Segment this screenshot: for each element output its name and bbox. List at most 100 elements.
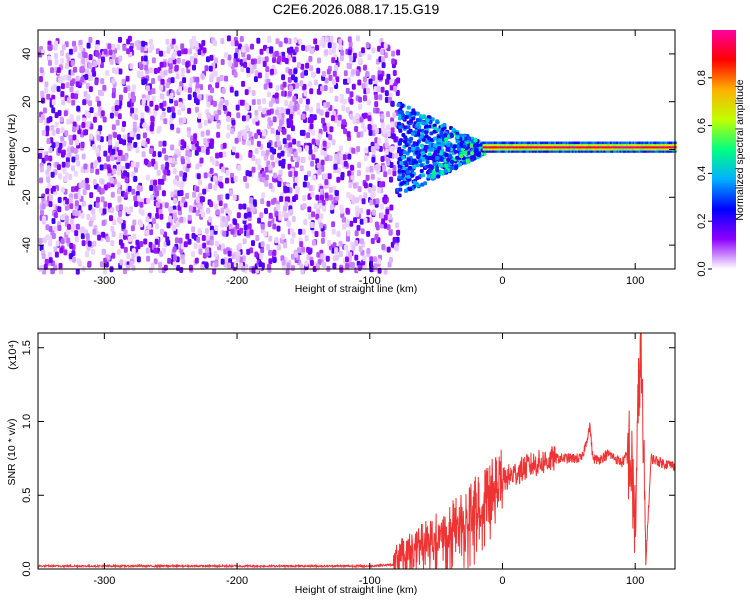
spectrogram-cell bbox=[299, 165, 304, 172]
spectrogram-cell bbox=[370, 238, 375, 244]
spectrogram-cell bbox=[111, 231, 116, 237]
spectrogram-cell bbox=[264, 180, 269, 187]
spectrogram-cell bbox=[667, 141, 671, 145]
spectrogram-cell bbox=[173, 178, 177, 185]
spectrogram-cell bbox=[103, 257, 108, 264]
spectrogram-cell bbox=[215, 240, 219, 247]
spectrogram-cell bbox=[235, 255, 240, 262]
spectrogram-cell bbox=[415, 122, 420, 127]
spectrogram-cell bbox=[107, 43, 112, 50]
spectrogram-cell bbox=[482, 148, 486, 151]
spectrogram-cell bbox=[380, 86, 385, 93]
spectrogram-cell bbox=[586, 141, 590, 145]
spectrogram-cell bbox=[651, 143, 655, 147]
spectrogram-cell bbox=[423, 181, 428, 186]
spectrogram-cell bbox=[249, 202, 254, 209]
spectrogram-cell bbox=[358, 103, 363, 110]
spectrogram-cell bbox=[463, 150, 468, 155]
spectrogram-cell bbox=[311, 138, 316, 145]
spectrogram-cell bbox=[74, 200, 79, 207]
spectrogram-cell bbox=[503, 150, 507, 153]
spectrogram-cell bbox=[632, 145, 636, 149]
spectrogram-cell bbox=[582, 141, 586, 145]
spectrogram-cell bbox=[351, 147, 356, 154]
spectrogram-cell bbox=[519, 143, 523, 147]
spectrogram-cell bbox=[278, 169, 283, 176]
spectrogram-cell bbox=[265, 66, 270, 73]
spectrogram-cell bbox=[587, 150, 591, 153]
spectrogram-cell bbox=[41, 97, 45, 104]
spectrogram-cell bbox=[199, 157, 204, 164]
spectrogram-cell bbox=[616, 148, 620, 151]
spectrogram-cell bbox=[228, 190, 233, 197]
spectrogram-cell bbox=[367, 124, 372, 130]
spectrogram-cell bbox=[327, 173, 332, 180]
spectrogram-cell bbox=[514, 141, 518, 145]
spectrogram-cell bbox=[51, 218, 56, 224]
spectrogram-cell bbox=[246, 230, 251, 237]
spectrogram-cell bbox=[130, 91, 135, 98]
spectrogram-cell bbox=[289, 85, 294, 92]
spectrogram-cell bbox=[520, 145, 524, 149]
spectrogram-cell bbox=[230, 40, 235, 47]
spectrogram-cell bbox=[342, 119, 347, 126]
spectrogram-cell bbox=[274, 50, 279, 57]
spectrogram-cell bbox=[536, 150, 540, 153]
spectrogram-cell bbox=[209, 54, 214, 61]
spectrogram-cell bbox=[407, 130, 411, 134]
spectrogram-cell bbox=[249, 197, 254, 204]
spectrogram-cell bbox=[611, 150, 615, 153]
spectrogram-cell bbox=[372, 185, 377, 192]
spectrogram-cell bbox=[112, 87, 116, 94]
spectrogram-cell bbox=[162, 100, 167, 107]
spectrogram-cell bbox=[160, 78, 165, 85]
spectrogram-cell bbox=[45, 224, 50, 231]
spectrogram-cell bbox=[522, 141, 526, 145]
spectrogram-cell bbox=[196, 236, 201, 243]
colorbar-ticks: 0.00.20.40.60.8 bbox=[696, 70, 712, 277]
spectrogram-cell bbox=[60, 50, 65, 56]
spectrogram-cell bbox=[405, 170, 410, 174]
spectrogram-cell bbox=[500, 150, 504, 153]
spectrogram-cell bbox=[67, 223, 71, 230]
spectrogram-cell bbox=[597, 143, 601, 147]
spectrogram-cell bbox=[363, 64, 367, 71]
spectrogram-cell bbox=[268, 120, 273, 127]
spectrogram-cell bbox=[185, 233, 190, 240]
spectrogram-cell bbox=[378, 145, 383, 152]
spectrogram-cell bbox=[485, 143, 489, 147]
spectrogram-cell bbox=[145, 174, 150, 181]
spectrogram-cell bbox=[111, 67, 116, 74]
spectrogram-cell bbox=[619, 145, 623, 149]
spectrogram-cell bbox=[247, 140, 251, 147]
spectrogram-cell bbox=[345, 87, 350, 94]
spectrogram-cell bbox=[368, 217, 373, 224]
spectrogram-cell bbox=[172, 212, 177, 219]
spectrogram-cell bbox=[643, 141, 647, 145]
spectrogram-cell bbox=[94, 79, 99, 86]
spectrogram-cell bbox=[672, 150, 676, 153]
spectrogram-cell bbox=[80, 142, 85, 149]
spectrogram-cell bbox=[156, 169, 161, 176]
spectrogram-cell bbox=[111, 43, 116, 50]
spectrogram-cell bbox=[584, 141, 588, 145]
spectrogram-cell bbox=[573, 145, 577, 149]
spectrogram-cell bbox=[664, 143, 668, 147]
spectrogram-cell bbox=[670, 150, 674, 153]
spectrogram-cell bbox=[50, 171, 55, 178]
spectrogram-cell bbox=[249, 67, 254, 74]
spectrogram-cell bbox=[342, 154, 347, 161]
spectrogram-cell bbox=[450, 166, 455, 170]
spectrogram-cell bbox=[530, 148, 534, 151]
spectrogram-cell bbox=[330, 115, 335, 122]
spectrogram-cell bbox=[167, 257, 172, 264]
spectrogram-cell bbox=[320, 37, 325, 43]
spectrogram-cell bbox=[632, 148, 636, 151]
spectrogram-cell bbox=[321, 231, 326, 238]
spectrogram-cell bbox=[74, 230, 79, 237]
spectrogram-cell bbox=[646, 141, 650, 145]
spectrogram-cell bbox=[202, 188, 207, 195]
spectrogram-cell bbox=[485, 141, 489, 145]
spectrogram-cell bbox=[331, 57, 336, 64]
spectrogram-cell bbox=[419, 169, 424, 173]
